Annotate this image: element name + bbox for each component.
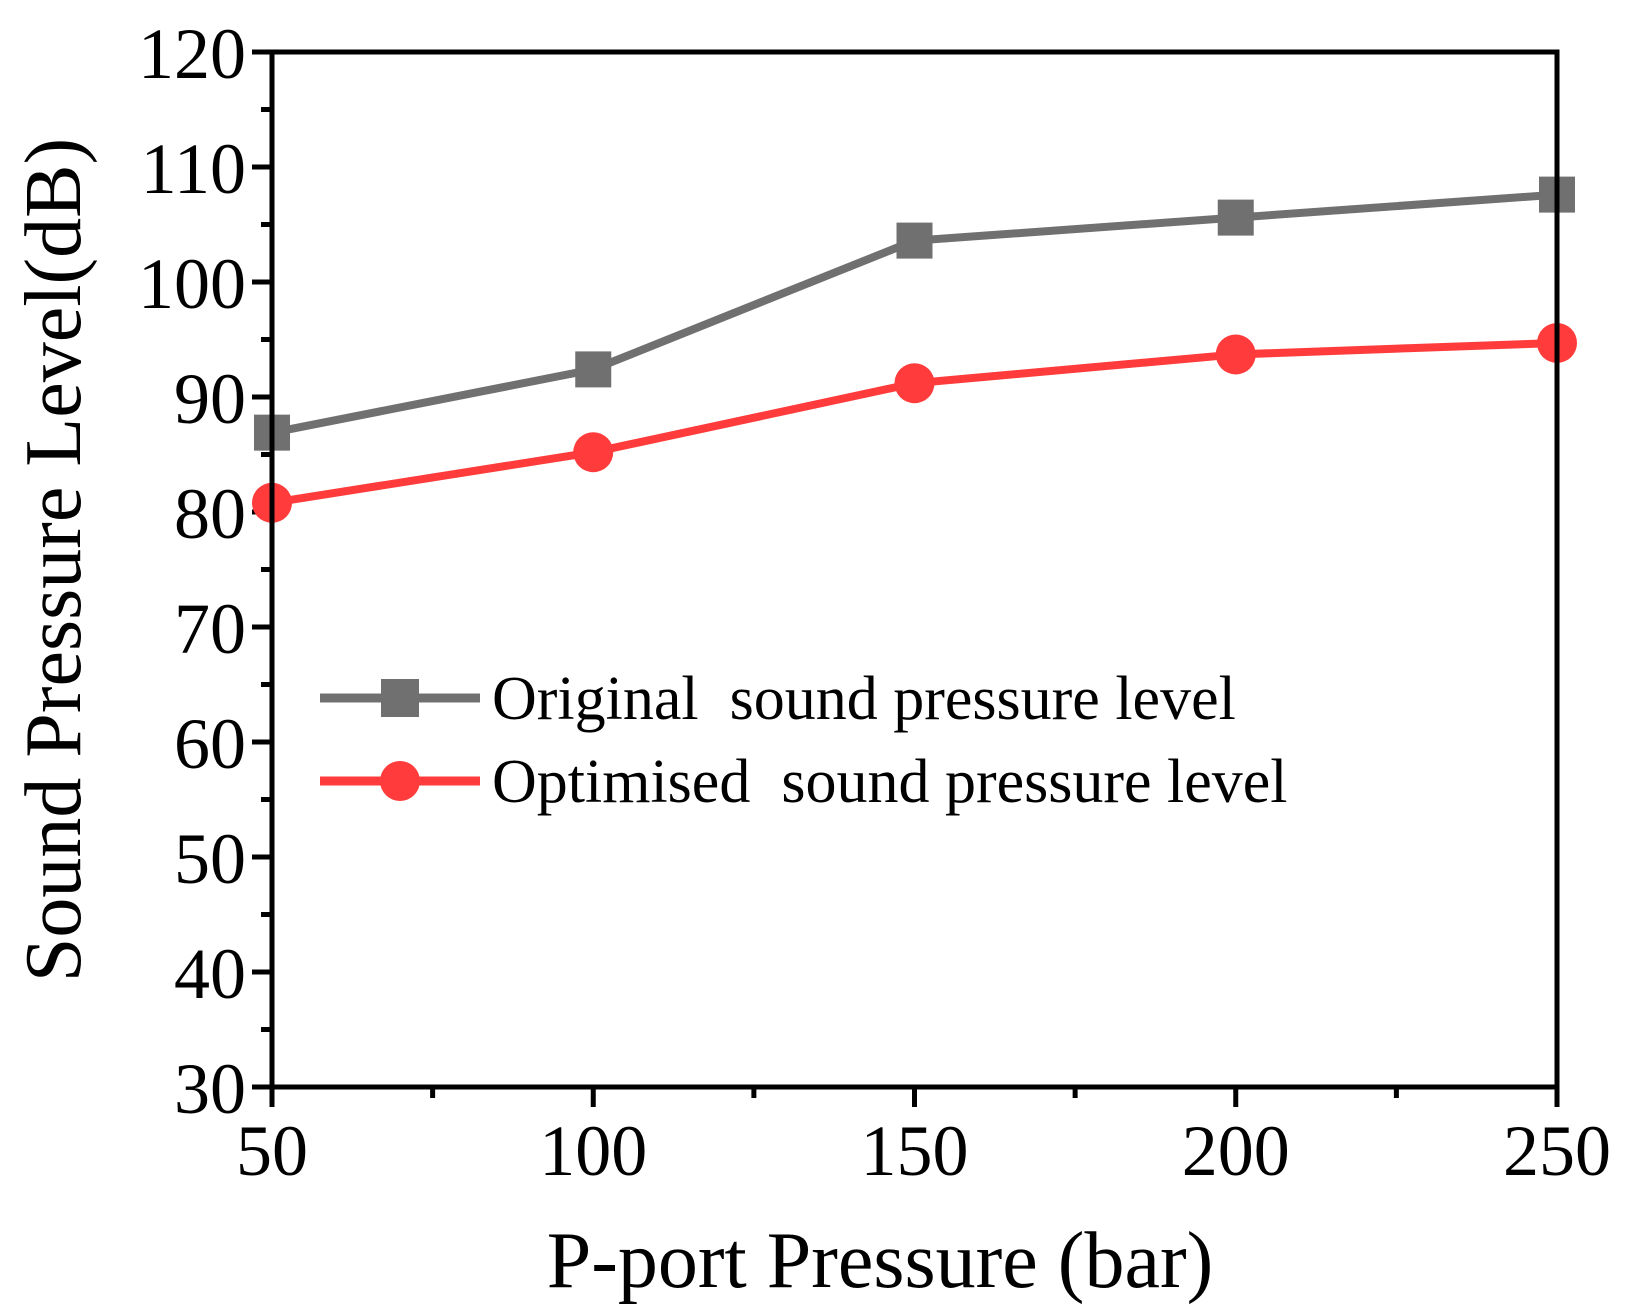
y-tick-label: 80 bbox=[174, 474, 246, 554]
data-point bbox=[573, 432, 614, 473]
data-point bbox=[1217, 199, 1254, 236]
x-axis-title: P-port Pressure (bar) bbox=[547, 1217, 1213, 1305]
legend-item-original: Original sound pressure level bbox=[320, 665, 1236, 733]
y-tick-label: 90 bbox=[174, 359, 246, 439]
y-tick-label: 40 bbox=[174, 934, 246, 1014]
y-tick-label: 60 bbox=[174, 704, 246, 784]
series-layer bbox=[252, 176, 1577, 523]
series-original bbox=[254, 176, 1575, 451]
y-tick-label: 120 bbox=[138, 14, 246, 94]
data-point bbox=[896, 222, 933, 259]
plot-frame bbox=[269, 49, 1560, 1090]
x-tick-label: 150 bbox=[861, 1111, 969, 1191]
y-axis-title: Sound Pressure Level(dB) bbox=[10, 138, 98, 982]
data-point bbox=[1215, 334, 1256, 375]
y-tick-label: 110 bbox=[141, 129, 246, 209]
legend: Original sound pressure level Optimised … bbox=[320, 665, 1288, 816]
y-tick-label: 70 bbox=[174, 589, 246, 669]
legend-item-optimised: Optimised sound pressure level bbox=[320, 748, 1288, 816]
x-axis-ticks: 50 100 150 200 250 bbox=[236, 1087, 1611, 1191]
y-axis-ticks: 30 40 50 60 70 80 90 100 110 120 bbox=[138, 14, 272, 1129]
legend-label-optimised: Optimised sound pressure level bbox=[492, 748, 1288, 816]
data-point bbox=[575, 351, 612, 388]
x-tick-label: 200 bbox=[1182, 1111, 1290, 1191]
y-tick-label: 50 bbox=[174, 819, 246, 899]
x-tick-label: 100 bbox=[539, 1111, 647, 1191]
series-optimised bbox=[252, 322, 1577, 523]
x-tick-label: 250 bbox=[1503, 1111, 1611, 1191]
legend-label-original: Original sound pressure level bbox=[492, 665, 1236, 733]
legend-marker-optimised bbox=[380, 761, 420, 801]
y-tick-label: 100 bbox=[138, 244, 246, 324]
x-tick-label: 50 bbox=[236, 1111, 308, 1191]
data-point bbox=[894, 363, 935, 404]
legend-marker-original bbox=[381, 679, 419, 717]
y-tick-label: 30 bbox=[174, 1049, 246, 1129]
